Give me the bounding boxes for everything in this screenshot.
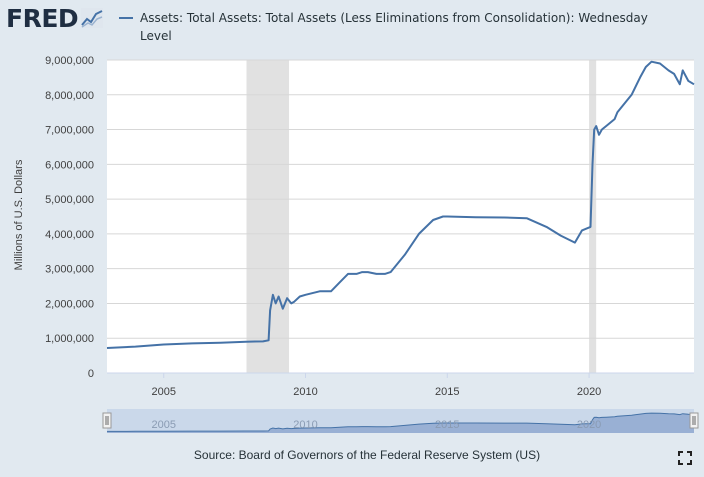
- y-tick-label: 1,000,000: [45, 333, 94, 345]
- y-tick-label: 8,000,000: [45, 90, 94, 102]
- recession-band-1: [589, 60, 597, 373]
- chart-trend-icon: [81, 8, 104, 28]
- navigator-tick-label: 2015: [435, 419, 459, 431]
- y-tick-label: 4,000,000: [45, 229, 94, 241]
- x-tick-label: 2020: [577, 386, 601, 398]
- recession-band-0: [246, 60, 290, 373]
- source-note: Source: Board of Governors of the Federa…: [193, 448, 541, 462]
- navigator-series-line-0: [106, 412, 695, 432]
- y-tick-label: 5,000,000: [45, 194, 94, 206]
- series-line-0: [106, 60, 695, 349]
- y-tick-label: 9,000,000: [45, 55, 94, 67]
- fred-logo[interactable]: FRED: [6, 3, 104, 33]
- navigator[interactable]: 2005 2010 2015 2020: [102, 409, 699, 433]
- y-tick-label: 6,000,000: [45, 159, 94, 171]
- legend-swatch: [119, 17, 133, 19]
- x-tick-label: 2015: [435, 386, 459, 398]
- plot-area: [107, 60, 694, 373]
- expand-icon[interactable]: [678, 451, 692, 465]
- navigator-tick-label: 2005: [151, 419, 175, 431]
- y-tick-label: 3,000,000: [45, 264, 94, 276]
- y-axis-label: Millions of U.S. Dollars: [13, 159, 25, 271]
- chart-legend[interactable]: Assets: Total Assets: Total Assets (Less…: [119, 9, 659, 45]
- navigator-series-area-0: [107, 413, 694, 433]
- navigator-left-handle[interactable]: [102, 412, 112, 429]
- x-tick-label: 2010: [293, 386, 317, 398]
- y-tick-label: 7,000,000: [45, 125, 94, 137]
- chart-header: FRED Assets: Total Assets: Total Assets …: [0, 0, 704, 50]
- y-tick-label: 0: [88, 368, 94, 380]
- y-tick-label: 2,000,000: [45, 298, 94, 310]
- legend-series-label: Assets: Total Assets: Total Assets (Less…: [140, 11, 648, 43]
- fred-logo-text: FRED: [6, 3, 79, 33]
- navigator-right-handle[interactable]: [689, 412, 699, 429]
- x-tick-label: 2005: [151, 386, 175, 398]
- navigator-tick-label: 2010: [293, 419, 317, 431]
- navigator-tick-label: 2020: [577, 419, 601, 431]
